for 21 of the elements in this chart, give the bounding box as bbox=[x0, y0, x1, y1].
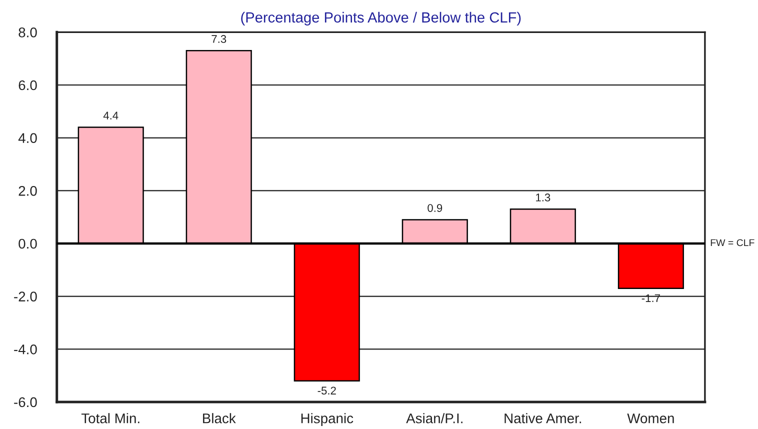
y-tick-label: -2.0 bbox=[14, 292, 37, 302]
data-label: -5.2 bbox=[318, 386, 336, 395]
y-tick-label: 6.0 bbox=[18, 80, 37, 90]
y-tick-label: 0.0 bbox=[18, 238, 37, 249]
y-tick-label: -4.0 bbox=[14, 344, 37, 354]
x-tick-label: Hispanic bbox=[301, 413, 354, 426]
y-tick-label: 4.0 bbox=[18, 133, 37, 143]
data-label: 7.3 bbox=[212, 35, 226, 43]
y-tick-label: 8.0 bbox=[18, 28, 37, 38]
y-tick-label: -6.0 bbox=[14, 397, 37, 408]
x-tick-label: Black bbox=[203, 413, 236, 424]
data-label: 0.9 bbox=[428, 204, 442, 212]
data-label: 1.3 bbox=[536, 194, 550, 202]
ref-line-label: FW = CLF bbox=[710, 239, 754, 246]
x-tick-label: Total Min. bbox=[81, 413, 140, 424]
data-label: 4.4 bbox=[103, 112, 118, 120]
x-tick-label: Asian/P.I. bbox=[406, 413, 462, 424]
y-tick-label: 2.0 bbox=[18, 186, 37, 196]
x-tick-label: Women bbox=[627, 414, 674, 424]
chart-title: (Percentage Points Above / Below the CLF) bbox=[241, 12, 521, 26]
x-tick-label: Native Amer. bbox=[504, 413, 582, 424]
